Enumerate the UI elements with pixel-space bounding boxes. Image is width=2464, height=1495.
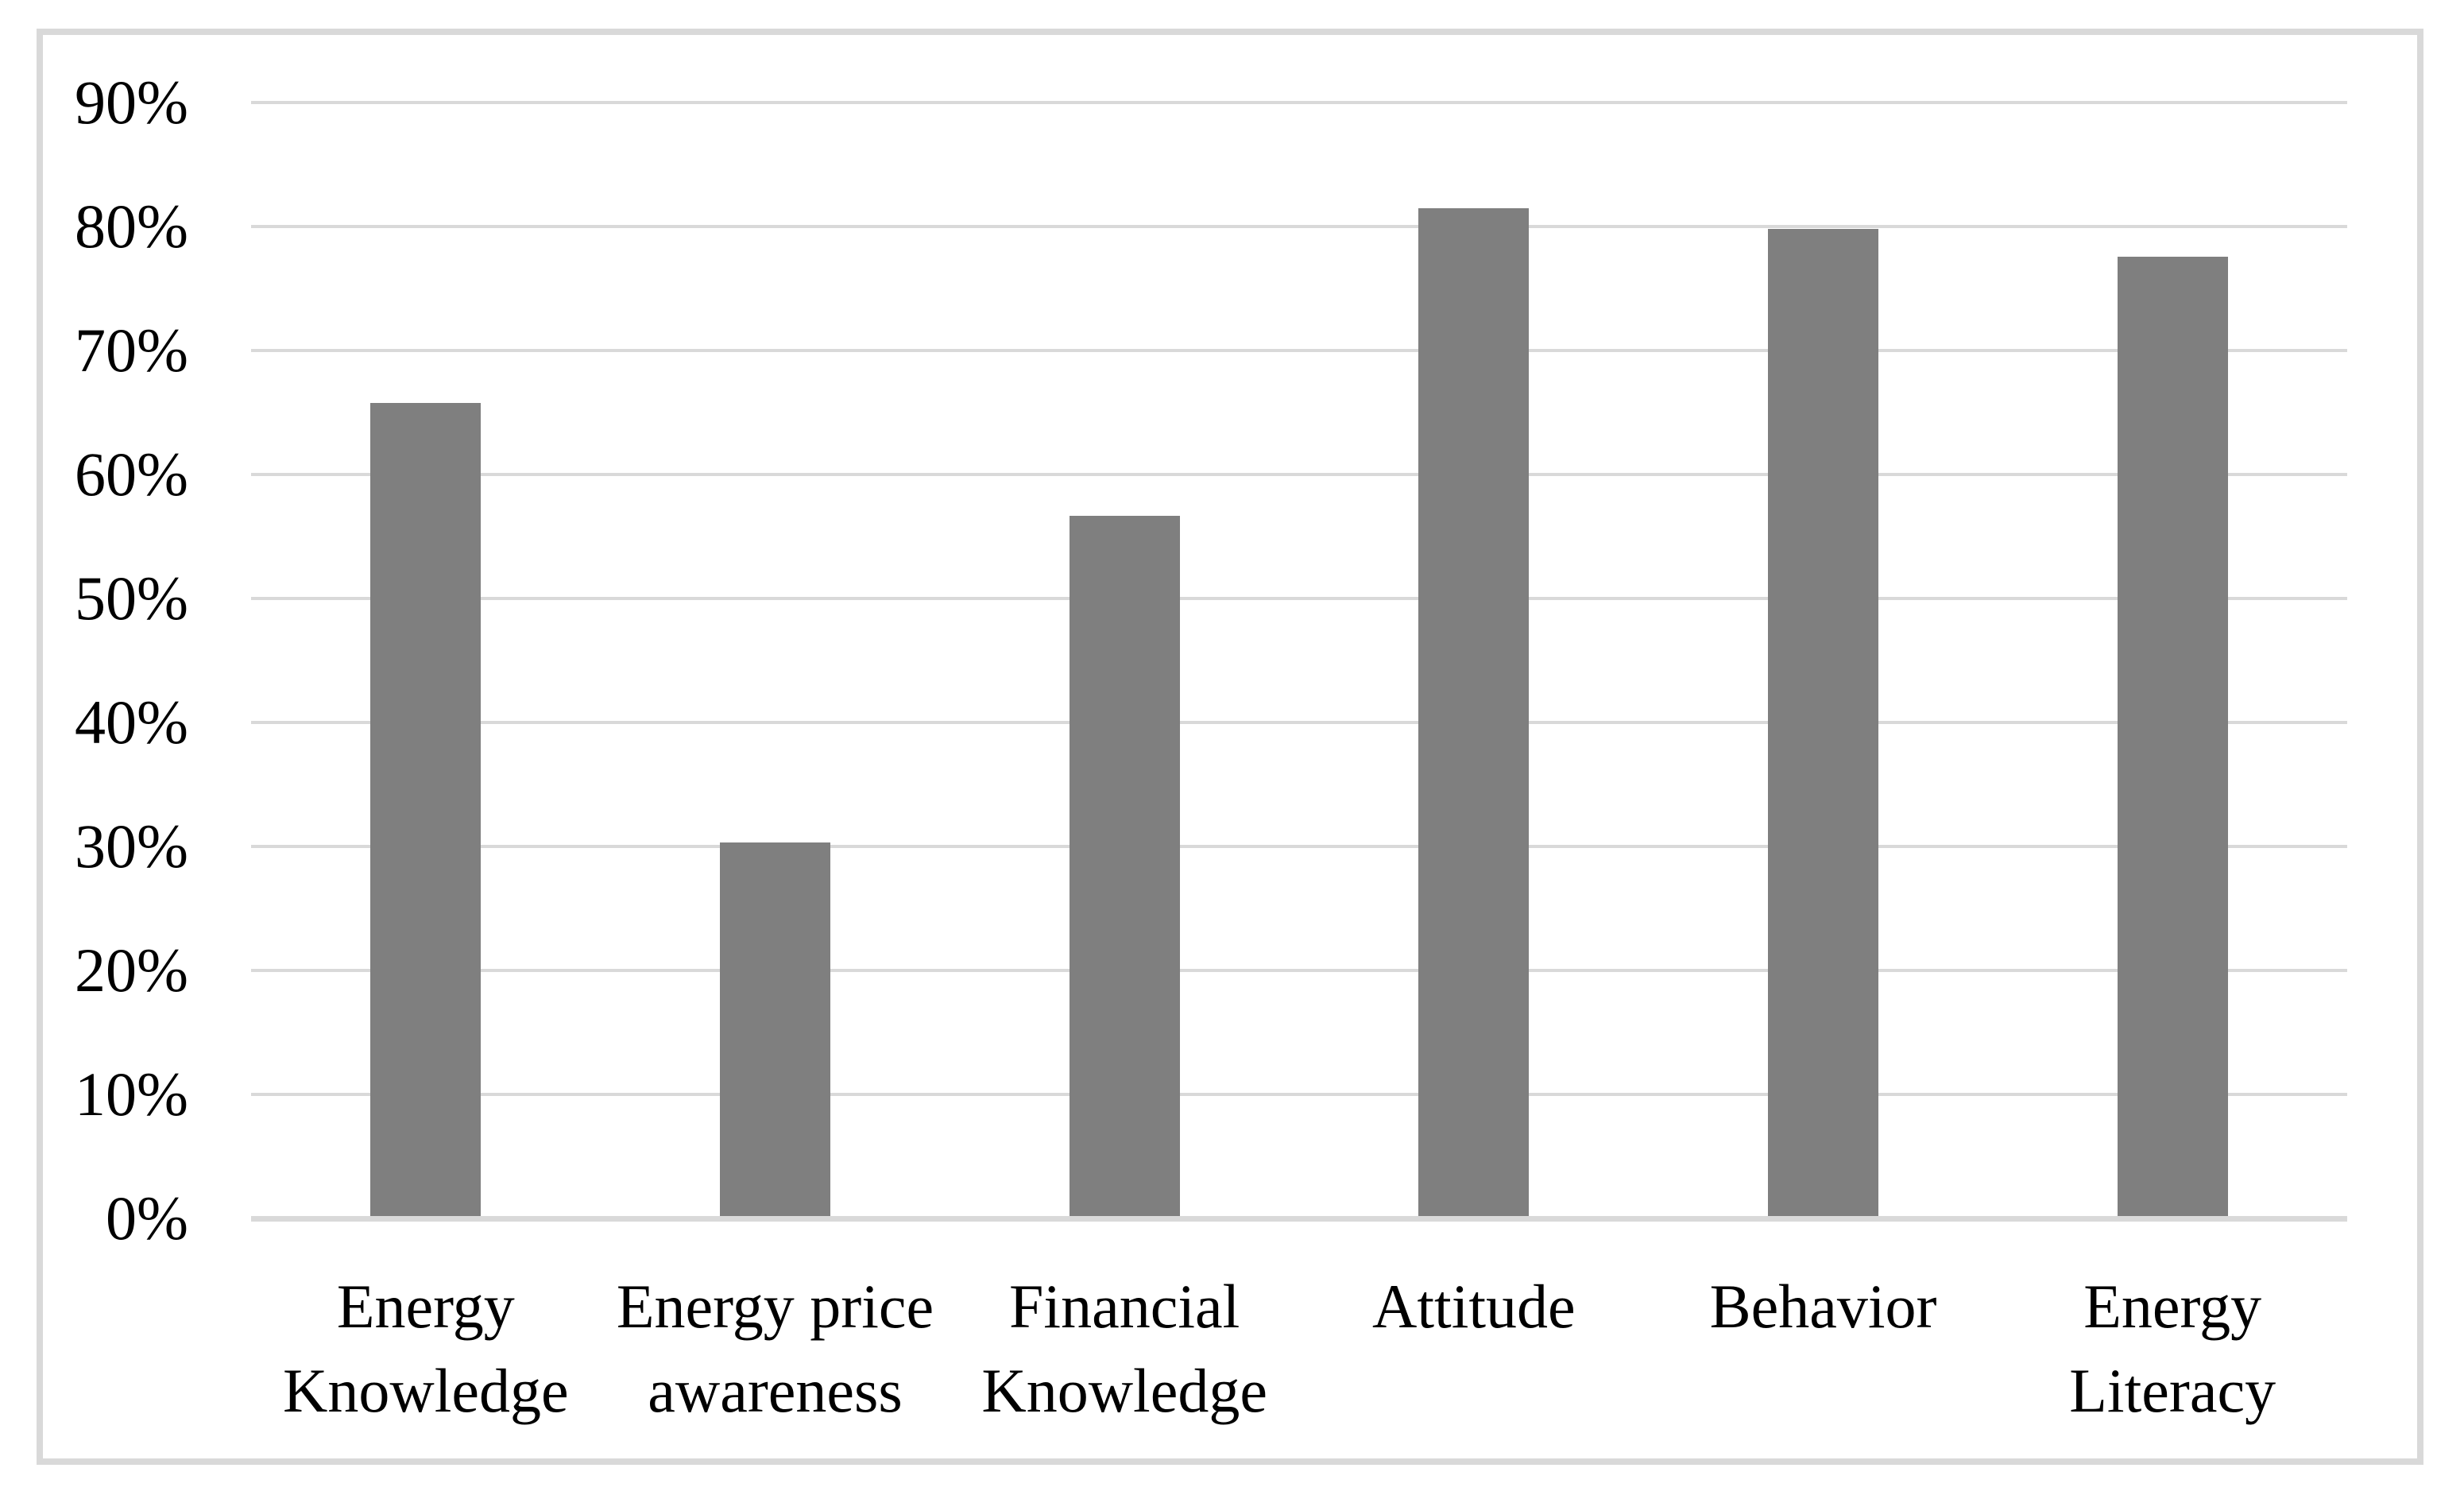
y-axis-tick-label: 40%	[75, 687, 188, 757]
bar	[1069, 516, 1180, 1216]
bar-slot	[950, 103, 1299, 1218]
x-axis-category-label: Energy Knowledge	[283, 1272, 569, 1425]
bar-slot	[601, 103, 950, 1218]
gridline	[251, 473, 2347, 476]
bar	[1418, 208, 1530, 1216]
y-axis-tick-label: 70%	[75, 316, 188, 385]
y-axis-tick-label: 10%	[75, 1059, 188, 1129]
bar	[2117, 257, 2228, 1216]
x-axis-category-label: Energy price awareness	[616, 1272, 934, 1425]
bar-slot	[251, 103, 601, 1218]
gridline	[251, 349, 2347, 352]
gridline	[251, 1093, 2347, 1096]
bar	[370, 403, 482, 1216]
x-axis-category-label: Financial Knowledge	[981, 1272, 1267, 1425]
y-axis-tick-label: 60%	[75, 440, 188, 509]
y-axis-tick-label: 80%	[75, 192, 188, 261]
x-axis-category-label: Attitude	[1372, 1272, 1576, 1341]
x-axis-category-labels: Energy Knowledge Energy price awareness Fi…	[251, 1265, 2347, 1433]
gridline	[251, 225, 2347, 228]
gridline	[251, 969, 2347, 972]
gridline	[251, 101, 2347, 104]
gridline	[251, 721, 2347, 724]
x-axis-category-label: Behavior	[1709, 1272, 1937, 1341]
x-axis-category-label: Energy Literacy	[2069, 1272, 2276, 1425]
y-axis-tick-label: 90%	[75, 68, 188, 137]
chart-frame	[37, 29, 2423, 1465]
y-axis-tick-label: 20%	[75, 935, 188, 1005]
bar-slot	[1299, 103, 1649, 1218]
bars-layer	[251, 103, 2347, 1218]
bar	[1768, 229, 1879, 1216]
bar-slot	[1998, 103, 2347, 1218]
y-axis-tick-label: 50%	[75, 564, 188, 633]
gridline	[251, 845, 2347, 848]
y-axis-tick-label: 0%	[106, 1183, 188, 1253]
bar	[720, 842, 830, 1216]
gridline	[251, 597, 2347, 600]
x-axis-line	[251, 1216, 2347, 1222]
plot-area	[251, 101, 2347, 1222]
y-axis-tick-label: 30%	[75, 811, 188, 881]
bar-slot	[1649, 103, 1998, 1218]
